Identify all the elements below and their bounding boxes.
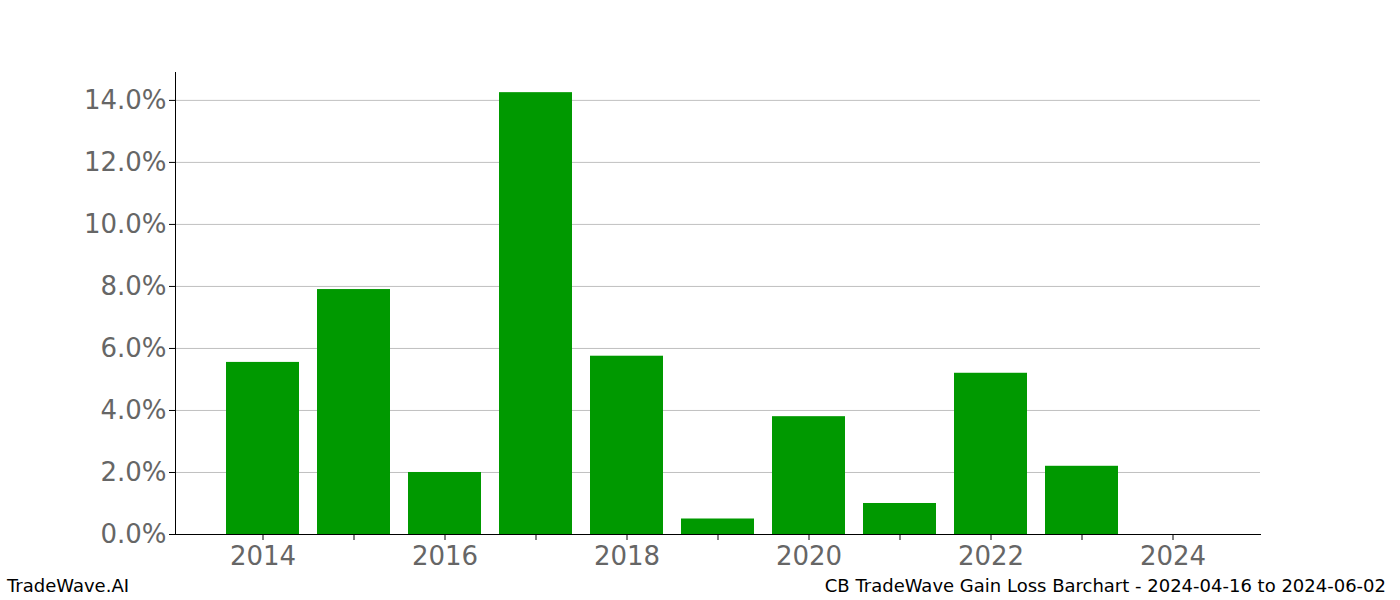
svg-text:4.0%: 4.0%	[100, 395, 166, 425]
svg-text:12.0%: 12.0%	[84, 147, 167, 177]
html-text:CB TradeWave Gain Loss Barchar: CB TradeWave Gain Loss Barchart - 2024-0…	[824, 575, 1386, 596]
svg-text:10.0%: 10.0%	[84, 209, 167, 239]
svg-text:2018: 2018	[594, 541, 660, 571]
svg-text:2020: 2020	[776, 541, 842, 571]
svg-text:2022: 2022	[958, 541, 1024, 571]
html-text:TradeWave.AI: TradeWave.AI	[7, 575, 129, 596]
svg-text:0.0%: 0.0%	[100, 519, 166, 549]
svg-text:2014: 2014	[230, 541, 296, 571]
svg-text:2.0%: 2.0%	[100, 457, 166, 487]
svg-text:14.0%: 14.0%	[84, 85, 167, 115]
svg-text:2016: 2016	[412, 541, 478, 571]
svg-text:8.0%: 8.0%	[100, 271, 166, 301]
svg-text:6.0%: 6.0%	[100, 333, 166, 363]
svg-text:2024: 2024	[1140, 541, 1206, 571]
